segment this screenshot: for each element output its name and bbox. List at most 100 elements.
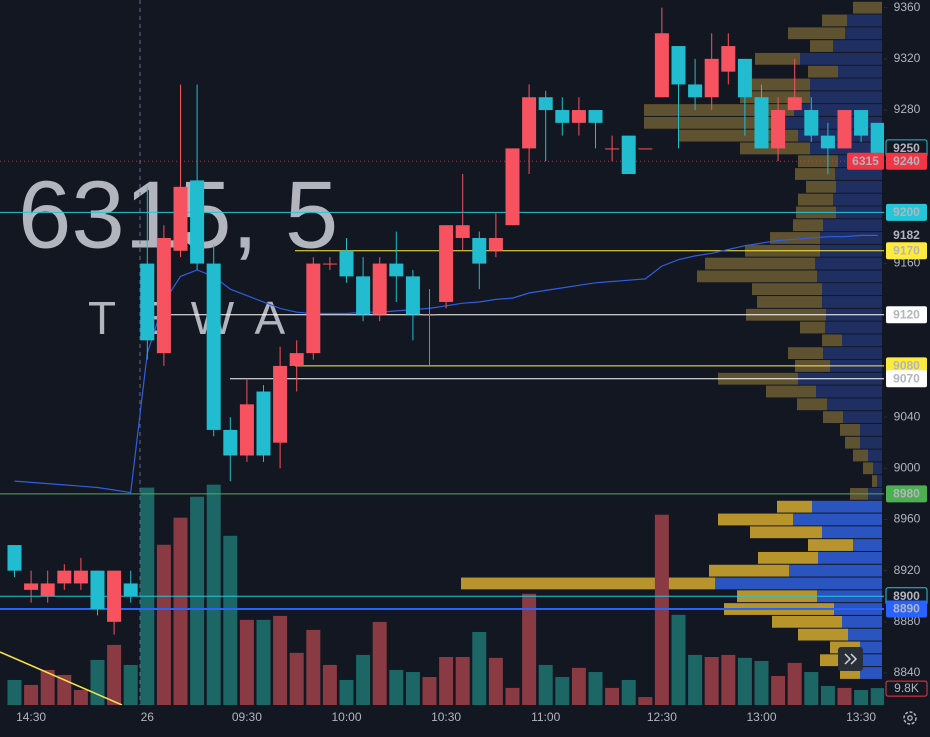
y-tick-label: 8840 (894, 665, 921, 679)
profile-down (815, 257, 882, 270)
scroll-icon[interactable] (844, 653, 858, 665)
candle-body (322, 263, 337, 265)
profile-up (840, 424, 860, 436)
candle-body (704, 58, 719, 98)
volume-bar (123, 664, 138, 705)
profile-up (853, 1, 882, 14)
price-badge (886, 306, 927, 324)
symbol-badge (847, 152, 884, 170)
profile-down (835, 168, 882, 180)
x-tick-label: 09:30 (232, 710, 262, 724)
profile-up (800, 321, 825, 334)
profile-up (798, 628, 848, 641)
volume-bar (721, 654, 736, 705)
scroll-button[interactable] (838, 647, 863, 671)
y-tick-label: 8920 (894, 563, 921, 577)
profile-down (833, 40, 882, 52)
profile-down (842, 615, 882, 628)
candle-body (538, 97, 553, 111)
profile-down (800, 52, 882, 65)
profile-down (822, 526, 882, 539)
profile-down (843, 411, 882, 424)
candle-body (671, 46, 686, 85)
price-badge (886, 370, 927, 388)
volume-badge-label: 9.8K (894, 681, 919, 695)
profile-down (847, 14, 882, 27)
time-axis: 14:30 26 09:30 10:00 10:30 11:00 12:30 13:00 13:… (16, 710, 876, 724)
profile-up (697, 270, 817, 283)
y-tick-label: 8960 (894, 512, 921, 526)
y-tick-label: 9320 (894, 51, 921, 65)
profile-up (757, 296, 822, 308)
price-badge-label: 8900 (893, 589, 920, 603)
candle-body (588, 110, 603, 123)
candle-body (854, 110, 869, 136)
candle-body (273, 365, 288, 443)
candle-body (488, 237, 503, 251)
x-tick-label: 10:00 (331, 710, 361, 724)
price-badge (886, 485, 927, 503)
profile-up (750, 78, 810, 91)
candle-body (306, 263, 321, 354)
price-badge-label: 9170 (893, 243, 920, 257)
trend-line (0, 651, 123, 705)
profile-down (810, 91, 882, 104)
volume-bar (239, 619, 254, 705)
x-tick-label: 13:00 (746, 710, 776, 724)
settings-gear[interactable] (903, 711, 917, 725)
volume-bar (322, 664, 337, 705)
profile-down (793, 513, 882, 526)
price-badge-label: 9250 (893, 141, 920, 155)
profile-down (822, 283, 882, 296)
candle-body (605, 148, 620, 150)
settings-gear-hub[interactable] (907, 715, 913, 721)
volume-bar (306, 629, 321, 705)
candle-body (439, 225, 454, 302)
candle-body (24, 583, 39, 590)
candle-body (156, 237, 171, 354)
profile-up (461, 577, 715, 590)
volume-bar (754, 660, 769, 705)
volume-bars (7, 484, 884, 705)
volume-bar (621, 679, 636, 705)
volume-bar (688, 654, 703, 705)
y-tick-label: 9360 (894, 0, 921, 14)
candles (7, 7, 884, 635)
plot-area (0, 0, 884, 705)
candle-body (422, 314, 437, 316)
volume-badge (885, 680, 928, 697)
volume-bar (24, 684, 39, 705)
candle-body (787, 97, 802, 111)
volume-bar (90, 659, 105, 705)
x-tick-label: 14:30 (16, 710, 46, 724)
price-badge-label: 9120 (893, 307, 920, 321)
settings-button[interactable] (903, 711, 917, 725)
y-tick-label: 9280 (894, 102, 921, 116)
candle-body (638, 148, 653, 150)
profile-down (860, 641, 882, 654)
candle-body (90, 570, 105, 610)
profile-down (850, 654, 882, 667)
profile-up (863, 462, 873, 475)
candle-body (754, 97, 769, 149)
candle-body (737, 58, 752, 98)
profile-up (823, 411, 843, 424)
level-lines (0, 160, 884, 611)
profile-down (784, 116, 882, 129)
profile-up (766, 385, 816, 398)
candle-body (57, 570, 72, 584)
volume-bar (804, 672, 819, 705)
profile-up (788, 27, 845, 40)
candle-body (339, 250, 354, 277)
profile-up (678, 129, 798, 142)
volume-bar (273, 615, 288, 705)
candle-body (522, 97, 537, 149)
volume-bar (156, 544, 171, 705)
profile-up (795, 168, 835, 180)
volume-bar (605, 687, 620, 705)
symbol-badge-label: 6315 (852, 154, 879, 168)
candle-body (571, 110, 586, 123)
profile-down (860, 667, 882, 679)
profile-up (793, 219, 823, 232)
